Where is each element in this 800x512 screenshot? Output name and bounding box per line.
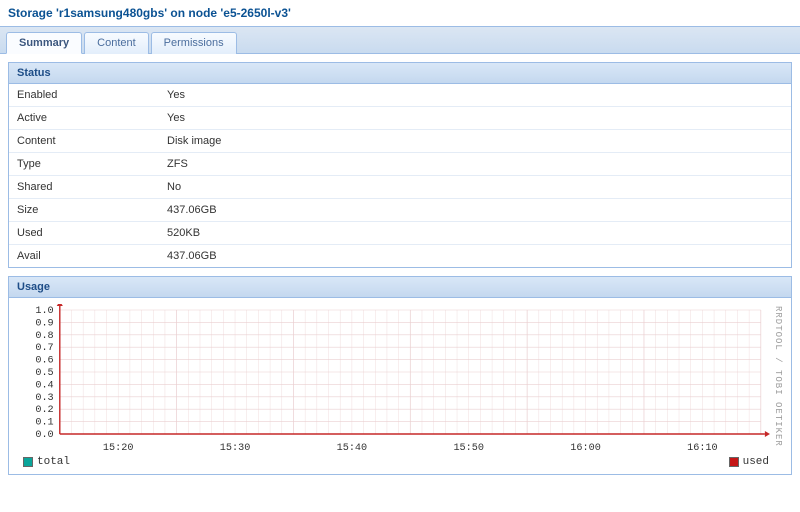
- legend-item-used: used: [729, 456, 769, 468]
- status-key: Used: [9, 222, 159, 245]
- legend-label: used: [743, 456, 769, 468]
- status-key: Shared: [9, 176, 159, 199]
- status-row: SharedNo: [9, 176, 791, 199]
- svg-text:0.3: 0.3: [35, 393, 53, 404]
- svg-text:16:00: 16:00: [570, 443, 601, 454]
- status-value: 520KB: [159, 222, 791, 245]
- usage-panel: Usage 0.00.1 0.20.3 0.40.50.6 0.70.8 0.91.0 1…: [8, 276, 792, 475]
- status-key: Enabled: [9, 84, 159, 107]
- usage-chart-container: 0.00.1 0.20.3 0.40.50.6 0.70.8 0.91.0 15:20 15…: [9, 298, 791, 474]
- page-title: Storage 'r1samsung480gbs' on node 'e5-26…: [0, 0, 800, 26]
- status-panel: Status EnabledYesActiveYesContentDisk im…: [8, 62, 792, 268]
- svg-text:0.4: 0.4: [35, 380, 53, 391]
- status-row: Avail437.06GB: [9, 245, 791, 268]
- status-value: No: [159, 176, 791, 199]
- status-value: Disk image: [159, 130, 791, 153]
- svg-text:0.1: 0.1: [35, 418, 53, 429]
- status-key: Size: [9, 199, 159, 222]
- tab-strip: SummaryContentPermissions: [0, 26, 800, 54]
- svg-text:15:30: 15:30: [220, 443, 251, 454]
- status-key: Active: [9, 107, 159, 130]
- legend-item-total: total: [23, 456, 70, 468]
- status-value: ZFS: [159, 153, 791, 176]
- rrdtool-watermark: RRDTOOL / TOBI OETIKER: [771, 304, 783, 454]
- status-value: Yes: [159, 107, 791, 130]
- status-table: EnabledYesActiveYesContentDisk imageType…: [9, 84, 791, 267]
- status-row: Used520KB: [9, 222, 791, 245]
- tab-summary[interactable]: Summary: [6, 32, 82, 54]
- usage-chart: 0.00.1 0.20.3 0.40.50.6 0.70.8 0.91.0 15:20 15…: [17, 304, 771, 454]
- status-key: Content: [9, 130, 159, 153]
- tab-permissions[interactable]: Permissions: [151, 32, 237, 54]
- status-key: Avail: [9, 245, 159, 268]
- status-key: Type: [9, 153, 159, 176]
- svg-text:0.0: 0.0: [35, 430, 53, 441]
- status-panel-header: Status: [9, 63, 791, 84]
- status-row: ContentDisk image: [9, 130, 791, 153]
- legend-label: total: [37, 456, 70, 468]
- legend-swatch: [729, 457, 739, 467]
- status-value: 437.06GB: [159, 199, 791, 222]
- svg-text:15:40: 15:40: [337, 443, 368, 454]
- svg-text:0.9: 0.9: [35, 318, 53, 329]
- svg-text:15:20: 15:20: [103, 443, 134, 454]
- tab-content[interactable]: Content: [84, 32, 149, 54]
- status-row: EnabledYes: [9, 84, 791, 107]
- legend-swatch: [23, 457, 33, 467]
- status-value: Yes: [159, 84, 791, 107]
- svg-text:1.0: 1.0: [35, 306, 53, 317]
- status-value: 437.06GB: [159, 245, 791, 268]
- usage-panel-header: Usage: [9, 277, 791, 298]
- svg-text:0.8: 0.8: [35, 331, 53, 342]
- status-row: Size437.06GB: [9, 199, 791, 222]
- content-area: Status EnabledYesActiveYesContentDisk im…: [0, 54, 800, 491]
- status-row: ActiveYes: [9, 107, 791, 130]
- svg-text:16:10: 16:10: [687, 443, 718, 454]
- svg-text:15:50: 15:50: [453, 443, 484, 454]
- svg-text:0.2: 0.2: [35, 405, 53, 416]
- usage-legend: total used: [17, 454, 783, 470]
- svg-text:0.7: 0.7: [35, 343, 53, 354]
- svg-text:0.5: 0.5: [35, 368, 53, 379]
- svg-text:0.6: 0.6: [35, 356, 53, 367]
- status-row: TypeZFS: [9, 153, 791, 176]
